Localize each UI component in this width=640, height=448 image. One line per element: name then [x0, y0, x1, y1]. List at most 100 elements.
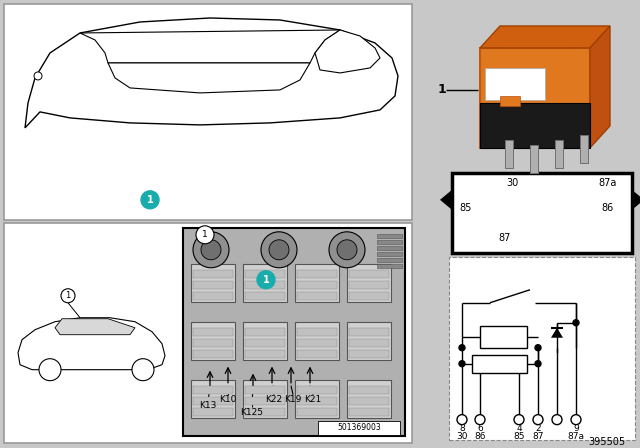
Circle shape [269, 240, 289, 260]
Bar [243, 264, 287, 302]
Bar [377, 234, 402, 238]
Bar [193, 339, 233, 347]
Polygon shape [590, 26, 610, 148]
Text: 395505: 395505 [588, 437, 625, 447]
Text: 6: 6 [477, 424, 483, 433]
Bar [347, 379, 391, 418]
Bar [297, 328, 337, 336]
Text: 1: 1 [65, 291, 70, 300]
Text: 1: 1 [202, 230, 208, 239]
Bar [193, 396, 233, 405]
Bar [297, 270, 337, 278]
Polygon shape [108, 63, 310, 93]
Bar [183, 228, 405, 435]
Polygon shape [55, 319, 135, 335]
Circle shape [535, 361, 541, 367]
Bar [349, 328, 389, 336]
Polygon shape [315, 30, 380, 73]
Text: 4: 4 [516, 424, 522, 433]
Polygon shape [440, 190, 452, 210]
Circle shape [39, 359, 61, 381]
Bar [318, 421, 400, 435]
Circle shape [132, 359, 154, 381]
Circle shape [61, 289, 75, 303]
Bar [245, 339, 285, 347]
Bar [297, 339, 337, 347]
Circle shape [514, 415, 524, 425]
Bar [193, 281, 233, 289]
Bar [245, 270, 285, 278]
Circle shape [535, 345, 541, 351]
Bar [418, 4, 636, 220]
Bar [191, 379, 235, 418]
Text: K22: K22 [266, 395, 283, 404]
Text: 86: 86 [474, 432, 486, 441]
Circle shape [193, 232, 229, 268]
Circle shape [261, 232, 297, 268]
Polygon shape [18, 318, 165, 370]
Bar [377, 240, 402, 244]
Bar [193, 386, 233, 394]
Bar [349, 408, 389, 416]
Bar [452, 173, 632, 253]
Text: 9: 9 [573, 424, 579, 433]
Bar [377, 246, 402, 250]
Text: 501369003: 501369003 [337, 423, 381, 432]
Circle shape [141, 191, 159, 209]
Circle shape [573, 320, 579, 326]
Bar [449, 257, 635, 439]
Circle shape [337, 240, 357, 260]
Polygon shape [551, 328, 563, 338]
Text: 85: 85 [513, 432, 525, 441]
Text: K125: K125 [241, 408, 264, 417]
Text: K10: K10 [220, 395, 237, 404]
Bar [245, 328, 285, 336]
Bar [245, 281, 285, 289]
Circle shape [34, 72, 42, 80]
Circle shape [329, 232, 365, 268]
Circle shape [459, 345, 465, 351]
Bar [295, 322, 339, 360]
Bar [377, 258, 402, 262]
Polygon shape [480, 26, 610, 48]
Text: 1: 1 [147, 195, 154, 205]
Bar [297, 386, 337, 394]
Bar [485, 68, 545, 100]
Bar [480, 326, 527, 348]
Bar [243, 322, 287, 360]
Bar [349, 292, 389, 300]
Bar [347, 322, 391, 360]
Bar [245, 292, 285, 300]
Bar [480, 48, 590, 148]
Text: 1: 1 [438, 83, 447, 96]
Text: 30: 30 [456, 432, 468, 441]
Text: 8: 8 [459, 424, 465, 433]
Polygon shape [632, 190, 640, 210]
Bar [505, 140, 513, 168]
Bar [349, 350, 389, 358]
Bar [245, 408, 285, 416]
Text: 85: 85 [460, 203, 472, 213]
Bar [245, 386, 285, 394]
Polygon shape [80, 30, 340, 63]
Bar [580, 135, 588, 163]
Bar [555, 140, 563, 168]
Text: K21: K21 [305, 395, 322, 404]
Text: 2: 2 [535, 424, 541, 433]
Bar [4, 223, 412, 443]
Circle shape [201, 240, 221, 260]
Circle shape [552, 415, 562, 425]
Text: K19: K19 [284, 395, 301, 404]
Bar [349, 339, 389, 347]
Text: 87a: 87a [599, 178, 617, 188]
Bar [297, 396, 337, 405]
Bar [193, 328, 233, 336]
Circle shape [459, 361, 465, 367]
Bar [243, 379, 287, 418]
Bar [245, 350, 285, 358]
Circle shape [533, 415, 543, 425]
Circle shape [257, 271, 275, 289]
Bar [191, 322, 235, 360]
Polygon shape [25, 18, 398, 128]
Circle shape [475, 415, 485, 425]
